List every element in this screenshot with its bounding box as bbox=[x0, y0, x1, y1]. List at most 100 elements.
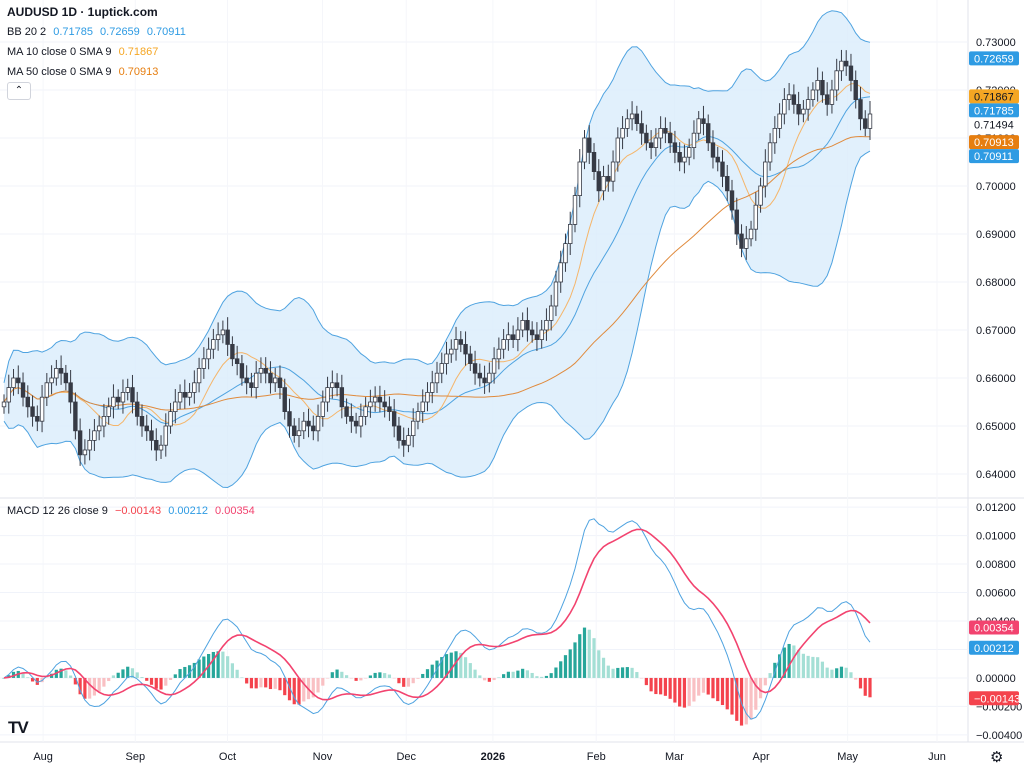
histogram-bar bbox=[254, 677, 258, 689]
candle bbox=[839, 49, 844, 81]
candle-body bbox=[125, 387, 130, 393]
candle-body bbox=[520, 319, 525, 331]
histogram-bar bbox=[321, 677, 325, 686]
candle-body bbox=[87, 439, 92, 451]
candle-body bbox=[596, 171, 601, 192]
candle bbox=[587, 125, 592, 164]
candle-body bbox=[601, 175, 606, 192]
candle bbox=[544, 308, 549, 341]
candle bbox=[848, 53, 854, 92]
histogram-bar bbox=[492, 677, 496, 681]
candle bbox=[601, 165, 606, 201]
candle bbox=[334, 373, 340, 397]
histogram-bar bbox=[792, 645, 796, 678]
candle bbox=[468, 345, 473, 371]
candle bbox=[111, 384, 116, 419]
histogram-bar bbox=[635, 672, 639, 678]
candle-body bbox=[158, 444, 164, 451]
histogram-bar bbox=[525, 670, 530, 678]
candle bbox=[568, 211, 573, 256]
gear-icon[interactable]: ⚙ bbox=[990, 749, 1004, 766]
candle bbox=[282, 378, 287, 420]
candle-body bbox=[548, 305, 554, 321]
histogram-bar bbox=[245, 677, 249, 684]
candle-body bbox=[839, 60, 844, 72]
histogram-bar bbox=[649, 677, 653, 692]
ma50-legend: MA 50 close 0 SMA 9 0.70913 bbox=[7, 66, 162, 78]
histogram-bar bbox=[463, 657, 468, 678]
collapse-legend-button[interactable]: ⌃ bbox=[7, 82, 31, 100]
chevron-up-icon: ⌃ bbox=[14, 85, 24, 96]
candle bbox=[629, 101, 635, 131]
candle-body bbox=[334, 382, 340, 388]
histogram-bar bbox=[416, 677, 420, 679]
candle bbox=[239, 354, 245, 386]
histogram-bar bbox=[482, 677, 487, 681]
candle bbox=[496, 337, 502, 370]
price-tag-label: −0.00143 bbox=[974, 693, 1020, 705]
candle bbox=[563, 233, 568, 272]
tradingview-logo[interactable]: TV bbox=[8, 718, 29, 737]
candle-body bbox=[753, 204, 759, 230]
histogram-bar bbox=[83, 677, 87, 699]
candle bbox=[748, 220, 754, 247]
histogram-bar bbox=[644, 677, 648, 686]
candle-body bbox=[801, 108, 806, 115]
price-tag-label: 0.71494 bbox=[974, 119, 1014, 131]
candle bbox=[87, 428, 92, 461]
candle-body bbox=[220, 329, 226, 336]
candle-body bbox=[249, 382, 254, 388]
candle-body bbox=[539, 329, 544, 340]
candle bbox=[396, 416, 402, 449]
candle-body bbox=[663, 127, 668, 134]
candle bbox=[106, 397, 111, 425]
candle-body bbox=[430, 382, 435, 393]
candle-body bbox=[11, 377, 16, 389]
y-tick-label: 0.73000 bbox=[976, 37, 1016, 49]
candle bbox=[487, 362, 492, 393]
candle-body bbox=[206, 348, 211, 360]
candle-body bbox=[149, 430, 154, 441]
ma50-value: 0.70913 bbox=[118, 66, 159, 78]
histogram-bar bbox=[64, 670, 68, 678]
histogram-bar bbox=[763, 677, 767, 686]
candle-body bbox=[49, 377, 54, 384]
y-tick-label: 0.66000 bbox=[976, 373, 1016, 385]
histogram-bar bbox=[868, 677, 872, 698]
candle bbox=[253, 361, 259, 399]
candle-body bbox=[867, 113, 873, 129]
histogram-bar bbox=[340, 671, 344, 678]
histogram-bar bbox=[592, 638, 596, 678]
histogram-bar bbox=[811, 656, 815, 678]
candle-body bbox=[201, 358, 207, 369]
candle-body bbox=[710, 142, 716, 158]
candle bbox=[349, 403, 354, 433]
macd-line bbox=[3, 518, 871, 720]
histogram-bar bbox=[283, 677, 287, 696]
candle bbox=[49, 365, 54, 395]
histogram-bar bbox=[311, 677, 315, 698]
candle-body bbox=[758, 185, 763, 206]
candle bbox=[482, 365, 487, 394]
price-tag: 0.71785 bbox=[969, 103, 1019, 118]
candle bbox=[539, 319, 544, 349]
histogram-bar bbox=[268, 677, 273, 690]
histogram-bar bbox=[349, 677, 353, 679]
candle bbox=[158, 435, 164, 459]
candle bbox=[634, 105, 640, 131]
ma10-legend: MA 10 close 0 SMA 9 0.71867 bbox=[7, 46, 162, 58]
histogram-bar bbox=[587, 629, 591, 678]
candle bbox=[149, 419, 154, 451]
price-tag-label: 0.71867 bbox=[974, 91, 1014, 103]
candle bbox=[434, 361, 440, 393]
candle-body bbox=[606, 175, 611, 182]
candle bbox=[25, 385, 30, 418]
candle bbox=[363, 397, 368, 426]
histogram-bar bbox=[35, 677, 39, 685]
bb-legend: BB 20 2 0.71785 0.72659 0.70911 bbox=[7, 26, 190, 38]
price-tag-label: 0.71785 bbox=[974, 105, 1014, 117]
histogram-bar bbox=[292, 677, 296, 705]
histogram-bar bbox=[640, 677, 644, 679]
y-tick-label: −0.00400 bbox=[976, 730, 1022, 742]
